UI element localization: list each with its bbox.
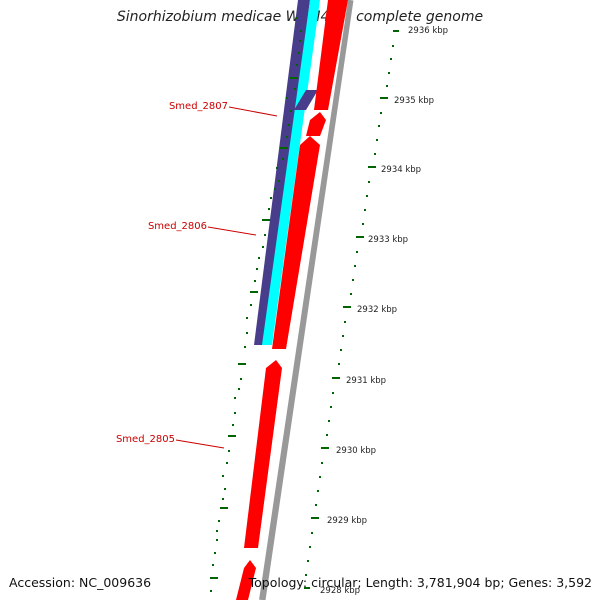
accession-text: Accession: NC_009636 (9, 575, 152, 590)
gene-smed-2806 (272, 136, 320, 349)
ruler-label-2936: 2936 kbp (408, 26, 448, 36)
ruler-label-2928: 2928 kbp (320, 586, 360, 596)
cds-cyan-bar (262, 0, 320, 345)
ruler-label-2933: 2933 kbp (368, 235, 408, 245)
gene-label-leader-2806 (207, 226, 257, 236)
ruler-label-2934: 2934 kbp (381, 165, 421, 175)
gene-label-smed-2805: Smed_2805 (116, 434, 175, 445)
backbone-line (257, 0, 348, 600)
backbone-shadow (258, 0, 354, 600)
gene-label-leader-2807 (228, 106, 278, 117)
inner-tick-track (210, 17, 298, 579)
ruler-label-2930: 2930 kbp (336, 446, 376, 456)
cds-blue-block-top (294, 90, 318, 110)
gene-label-smed-2806: Smed_2806 (148, 221, 207, 232)
summary-text: Topology: circular; Length: 3,781,904 bp… (248, 575, 592, 590)
gene-label-smed-2807: Smed_2807 (169, 101, 228, 112)
ruler-ticks (304, 30, 399, 589)
ruler-dots (305, 45, 394, 576)
gene-smed-2804 (236, 560, 256, 600)
gene-label-leader-2805 (175, 439, 225, 449)
ruler-label-2931: 2931 kbp (346, 376, 386, 386)
gene-smed-2808 (314, 0, 348, 110)
inner-tick-dots (210, 30, 302, 592)
ruler-label-2929: 2929 kbp (327, 516, 367, 526)
ruler-label-2935: 2935 kbp (394, 96, 434, 106)
gene-smed-2805 (244, 360, 282, 548)
gene-smed-2807 (306, 112, 326, 136)
ruler-label-2932: 2932 kbp (357, 305, 397, 315)
cds-blue-bar (254, 0, 310, 345)
